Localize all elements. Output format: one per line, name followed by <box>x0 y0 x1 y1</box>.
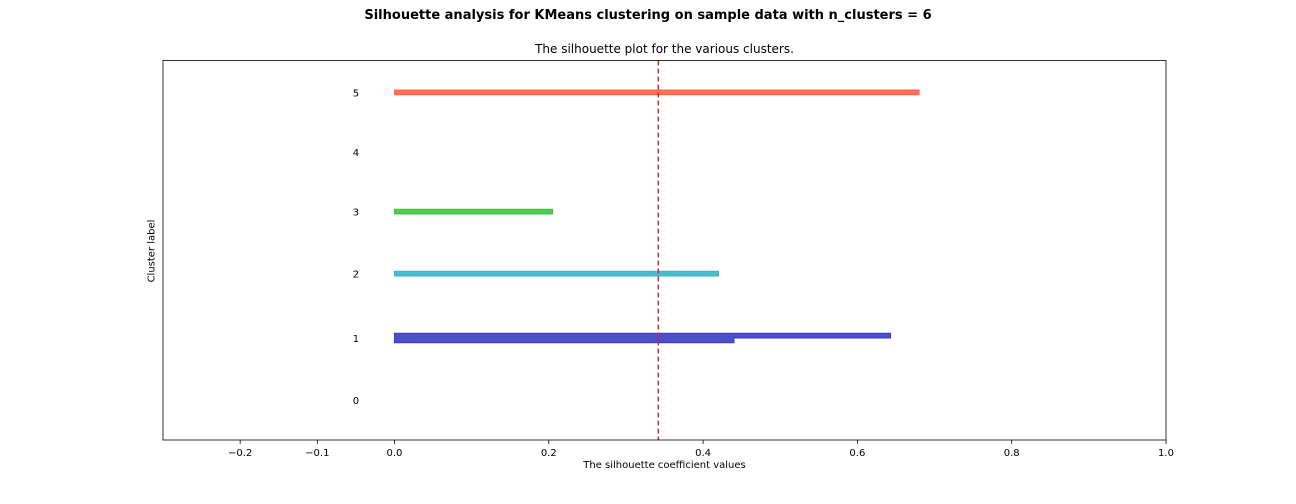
cluster-label-2: 2 <box>353 270 359 281</box>
x-tick-label: −0.2 <box>228 448 252 459</box>
silhouette-band-cluster-3 <box>393 208 554 215</box>
cluster-label-5: 5 <box>353 88 359 99</box>
silhouette-band-cluster-2 <box>393 270 720 277</box>
plot-frame <box>162 60 1167 441</box>
x-tick-label: 1.0 <box>1158 448 1174 459</box>
figure-suptitle: Silhouette analysis for KMeans clusterin… <box>364 8 932 23</box>
x-tick-label: −0.1 <box>305 448 329 459</box>
cluster-label-4: 4 <box>353 148 359 159</box>
x-tick-label: 0.6 <box>849 448 865 459</box>
silhouette-band-cluster-5 <box>393 89 920 96</box>
cluster-label-3: 3 <box>353 208 359 219</box>
x-tick-label: 0.8 <box>1004 448 1020 459</box>
cluster-label-1: 1 <box>353 334 359 345</box>
axis-ticks: −0.2 −0.1 0.0 0.2 0.4 0.6 0.8 1.0 <box>228 440 1174 459</box>
x-axis-label: The silhouette coefficient values <box>583 460 746 471</box>
x-tick-label: 0.4 <box>695 448 711 459</box>
chart-title: The silhouette plot for the various clus… <box>535 42 794 56</box>
silhouette-band-cluster-1 <box>393 332 892 344</box>
x-tick-label: 0.2 <box>541 448 557 459</box>
cluster-label-0: 0 <box>353 396 359 407</box>
silhouette-marks: 0 1 2 3 4 5 <box>353 60 920 440</box>
x-tick-label: 0.0 <box>387 448 403 459</box>
